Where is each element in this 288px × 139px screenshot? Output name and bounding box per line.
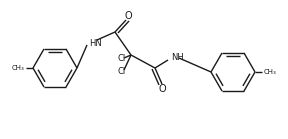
Text: O: O <box>158 84 166 94</box>
Text: O: O <box>124 11 132 21</box>
Text: HN: HN <box>89 39 102 48</box>
Text: CH₃: CH₃ <box>11 65 24 71</box>
Text: Cl: Cl <box>117 54 125 63</box>
Text: Cl: Cl <box>117 66 125 75</box>
Text: NH: NH <box>171 53 184 61</box>
Text: CH₃: CH₃ <box>264 69 277 75</box>
